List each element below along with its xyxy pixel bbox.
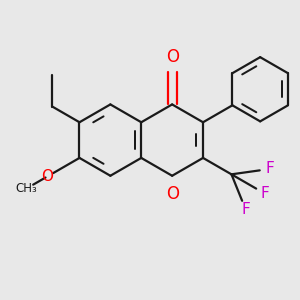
Text: F: F xyxy=(242,202,250,217)
Text: F: F xyxy=(260,186,269,201)
Text: CH₃: CH₃ xyxy=(15,182,37,195)
Text: F: F xyxy=(265,161,274,176)
Text: O: O xyxy=(41,169,53,184)
Text: O: O xyxy=(166,48,178,66)
Text: O: O xyxy=(166,185,178,203)
